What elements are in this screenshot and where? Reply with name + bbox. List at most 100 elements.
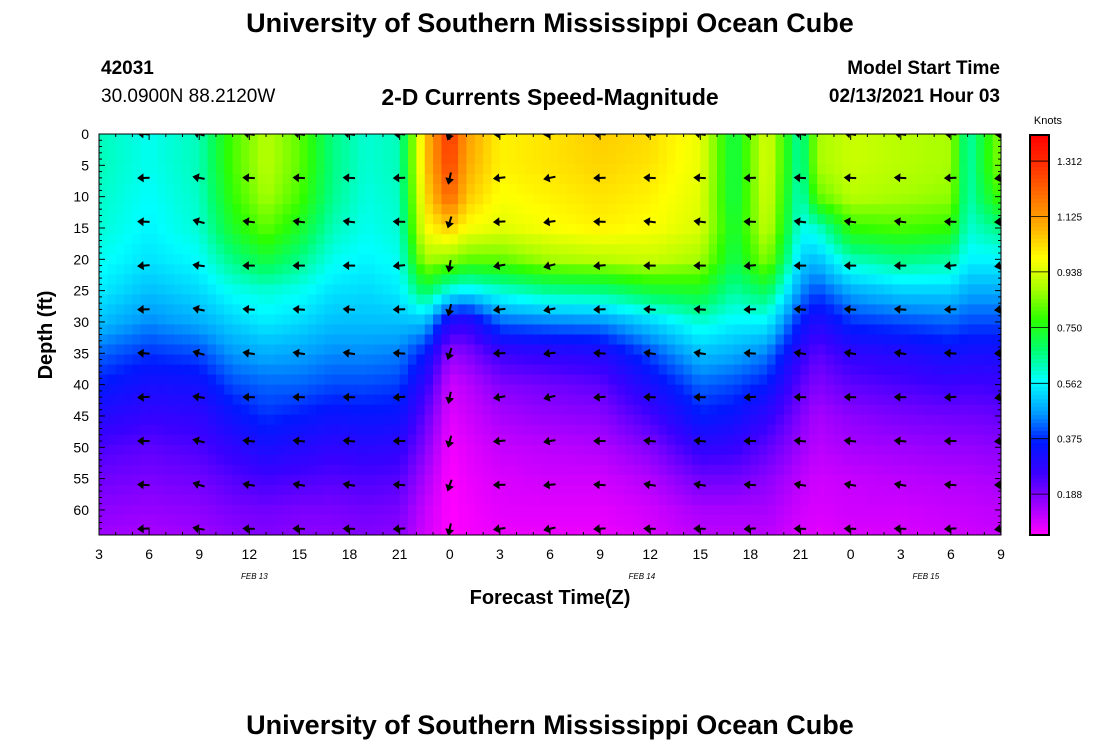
heatmap-cell xyxy=(157,514,167,526)
heatmap-cell xyxy=(533,194,543,205)
heatmap-cell xyxy=(249,234,259,245)
heatmap-cell xyxy=(357,274,367,285)
current-vector-arrow xyxy=(292,480,306,490)
arrow-shaft xyxy=(694,134,706,136)
heatmap-cell xyxy=(750,194,760,205)
heatmap-cell xyxy=(792,374,802,386)
heatmap-cell xyxy=(391,234,401,245)
current-vector-arrow xyxy=(492,217,506,227)
heatmap-cell xyxy=(641,134,651,145)
heatmap-cell xyxy=(474,194,484,205)
heatmap-cell xyxy=(416,174,426,185)
current-vector-arrow xyxy=(593,348,606,358)
heatmap-cell xyxy=(382,294,392,306)
heatmap-cell xyxy=(115,254,125,265)
heatmap-cell xyxy=(884,354,894,366)
heatmap-cell xyxy=(215,204,225,215)
heatmap-cell xyxy=(884,244,894,255)
heatmap-cell xyxy=(140,354,150,366)
heatmap-cell xyxy=(449,464,459,476)
heatmap-cell xyxy=(232,344,242,356)
heatmap-cell xyxy=(850,334,860,346)
heatmap-cell xyxy=(600,504,610,516)
arrow-head xyxy=(793,524,801,534)
heatmap-cell xyxy=(717,194,726,205)
heatmap-cell xyxy=(516,324,526,336)
heatmap-cell xyxy=(917,474,927,486)
heatmap-cell xyxy=(909,464,919,476)
heatmap-cell xyxy=(215,194,225,205)
heatmap-cell xyxy=(174,254,184,265)
heatmap-cell xyxy=(833,444,843,456)
heatmap-cell xyxy=(391,134,401,145)
heatmap-cell xyxy=(215,344,225,356)
heatmap-cell xyxy=(274,364,284,376)
heatmap-cell xyxy=(650,284,660,296)
heatmap-cell xyxy=(892,284,902,296)
heatmap-cell xyxy=(959,324,969,336)
heatmap-cell xyxy=(733,354,743,366)
heatmap-cell xyxy=(833,284,843,296)
heatmap-cell xyxy=(466,434,476,446)
heatmap-cell xyxy=(859,334,868,346)
heatmap-cell xyxy=(516,234,526,245)
heatmap-cell xyxy=(341,254,351,265)
heatmap-cell xyxy=(675,204,685,215)
heatmap-cell xyxy=(99,454,108,466)
heatmap-cell xyxy=(717,164,726,175)
heatmap-cell xyxy=(942,314,952,326)
heatmap-cell xyxy=(600,344,610,356)
heatmap-cell xyxy=(909,384,919,396)
arrow-head xyxy=(137,261,144,271)
heatmap-cell xyxy=(266,204,275,215)
heatmap-cell xyxy=(625,174,635,185)
arrow-head xyxy=(543,217,551,227)
heatmap-cell xyxy=(641,234,651,245)
heatmap-cell xyxy=(257,524,267,535)
heatmap-cell xyxy=(833,134,843,145)
heatmap-cell xyxy=(316,484,326,496)
heatmap-cell xyxy=(850,294,860,306)
heatmap-cell xyxy=(408,344,417,356)
heatmap-cell xyxy=(566,344,576,356)
heatmap-cell xyxy=(399,284,409,296)
heatmap-cell xyxy=(959,424,969,436)
heatmap-cell xyxy=(717,294,726,306)
heatmap-cell xyxy=(558,334,568,346)
heatmap-cell xyxy=(124,304,134,316)
heatmap-cell xyxy=(107,134,117,145)
heatmap-cell xyxy=(174,484,184,496)
heatmap-cell xyxy=(524,184,534,195)
heatmap-cell xyxy=(524,134,534,145)
heatmap-cell xyxy=(324,174,334,185)
heatmap-cell xyxy=(817,164,827,175)
heatmap-cell xyxy=(182,304,192,316)
heatmap-cell xyxy=(524,254,534,265)
arrow-head xyxy=(893,392,901,402)
heatmap-cell xyxy=(742,254,752,265)
heatmap-cell xyxy=(867,144,877,155)
heatmap-cell xyxy=(433,284,443,296)
current-vector-arrow xyxy=(793,348,807,358)
heatmap-cell xyxy=(825,184,835,195)
heatmap-cell xyxy=(658,464,668,476)
heatmap-cell xyxy=(550,244,559,255)
heatmap-cell xyxy=(925,334,935,346)
heatmap-cell xyxy=(324,434,334,446)
heatmap-cell xyxy=(249,254,259,265)
heatmap-cell xyxy=(558,424,568,436)
arrow-shaft xyxy=(196,134,205,137)
heatmap-cell xyxy=(332,334,342,346)
heatmap-cell xyxy=(458,274,468,285)
heatmap-cell xyxy=(825,524,835,535)
heatmap-cell xyxy=(149,344,159,356)
heatmap-cell xyxy=(408,374,417,386)
heatmap-cell xyxy=(666,474,676,486)
heatmap-cell xyxy=(758,464,768,476)
arrow-head xyxy=(893,261,901,271)
heatmap-cell xyxy=(625,374,635,386)
heatmap-cell xyxy=(950,344,960,356)
heatmap-cell xyxy=(449,514,459,526)
heatmap-cell xyxy=(909,234,919,245)
heatmap-cell xyxy=(950,164,960,175)
